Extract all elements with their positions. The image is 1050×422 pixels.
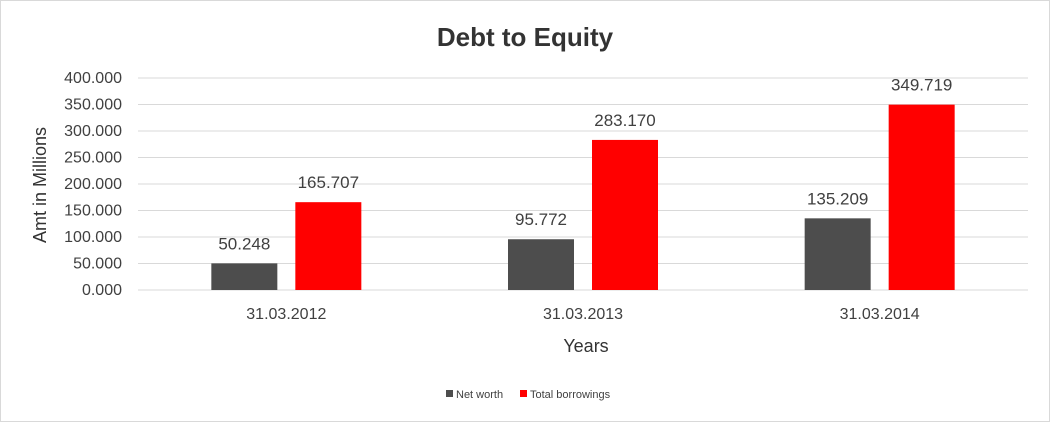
total-borrowings-data-label: 165.707 <box>298 173 359 192</box>
net-worth-legend-swatch <box>446 390 453 397</box>
y-axis-title: Amt in Millions <box>30 127 50 243</box>
gridlines <box>138 77 1028 291</box>
total-borrowings-data-label: 283.170 <box>594 111 655 130</box>
x-tick-label: 31.03.2014 <box>840 306 920 323</box>
y-axis-ticks: 0.000 50.000 100.000 150.000 200.000 250.000 3… <box>64 70 122 299</box>
net-worth-bar <box>211 263 278 290</box>
net-worth-data-label: 135.209 <box>807 189 868 208</box>
total-borrowings-bar <box>592 139 658 290</box>
net-worth-bar <box>804 218 871 290</box>
x-tick-label: 31.03.2012 <box>246 306 326 323</box>
total-borrowings-bar <box>888 104 955 291</box>
y-tick-label: 350.000 <box>64 97 122 114</box>
x-axis-ticks: 31.03.2012 31.03.2013 31.03.2014 <box>246 306 920 323</box>
y-tick-label: 250.000 <box>64 150 122 167</box>
chart-title: Debt to Equity <box>437 22 614 52</box>
total-borrowings-legend-swatch <box>520 390 527 397</box>
net-worth-legend-label: Net worth <box>456 389 503 401</box>
total-borrowings-data-label: 349.719 <box>891 76 952 95</box>
total-borrowings-legend-label: Total borrowings <box>530 389 611 401</box>
legend-item-net-worth: Net worth <box>446 389 503 401</box>
y-tick-label: 150.000 <box>64 203 122 220</box>
y-tick-label: 100.000 <box>64 229 122 246</box>
y-tick-label: 50.000 <box>73 256 122 273</box>
net-worth-data-label: 95.772 <box>515 210 567 229</box>
y-tick-label: 300.000 <box>64 123 122 140</box>
net-worth-data-label: 50.248 <box>218 234 270 253</box>
y-tick-label: 200.000 <box>64 176 122 193</box>
y-tick-label: 400.000 <box>64 70 122 87</box>
x-axis-title: Years <box>563 336 608 356</box>
total-borrowings-bar <box>295 202 362 290</box>
data-labels: 50.248 165.707 95.772 283.170 135.209 349.719 <box>218 76 952 254</box>
legend-item-total-borrowings: Total borrowings <box>520 389 611 401</box>
bars <box>211 104 955 291</box>
x-tick-label: 31.03.2013 <box>543 306 623 323</box>
legend: Net worth Total borrowings <box>446 389 611 401</box>
y-tick-label: 0.000 <box>82 282 122 299</box>
net-worth-bar <box>508 239 574 290</box>
